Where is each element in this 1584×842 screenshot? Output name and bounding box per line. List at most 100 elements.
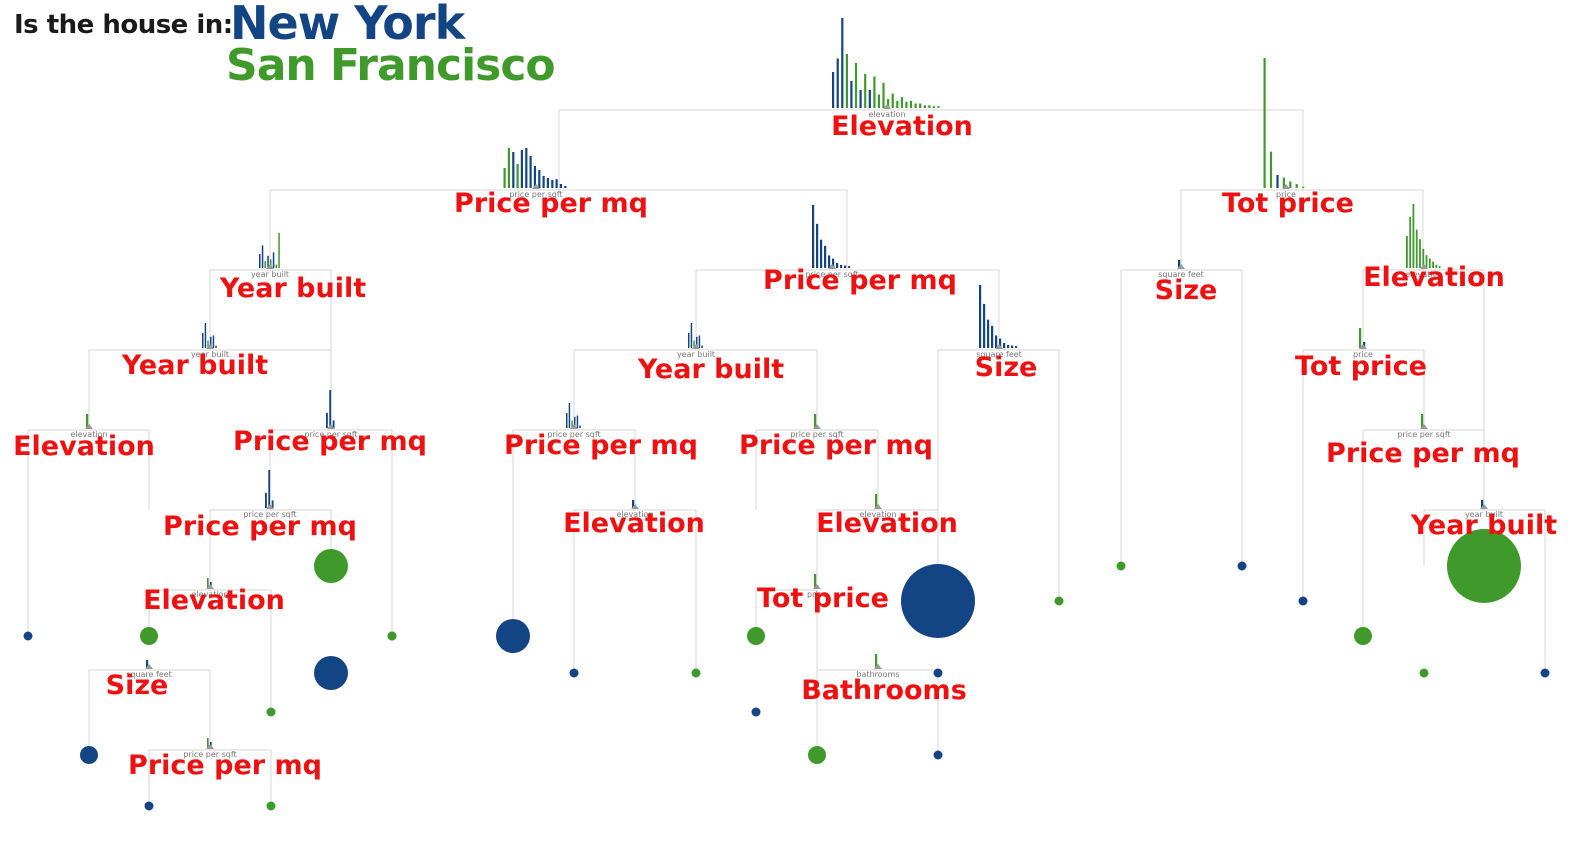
split-histogram: elevation	[616, 500, 654, 519]
histogram-bar	[1178, 260, 1181, 268]
histogram-bar	[875, 494, 878, 508]
histogram-bar	[859, 90, 862, 108]
histogram-bar	[268, 470, 271, 508]
feature-caption: price per sqft	[304, 430, 357, 439]
histogram-bar	[546, 178, 549, 188]
split-marker	[813, 424, 821, 429]
histogram-bar	[542, 176, 545, 188]
feature-caption: elevation	[616, 510, 653, 519]
leaf-new-york	[1540, 668, 1550, 678]
feature-caption: year built	[1465, 510, 1503, 519]
histogram-bar	[520, 150, 523, 188]
histogram-bar	[1302, 186, 1305, 188]
leaf-san-francisco	[387, 631, 397, 641]
histogram-bar	[576, 415, 579, 428]
histogram-bar	[1406, 236, 1408, 268]
histogram-bar	[877, 94, 880, 108]
split-marker	[883, 104, 891, 109]
leaf-new-york	[569, 668, 579, 678]
histogram-bar	[873, 76, 876, 108]
leaf-san-francisco	[1116, 561, 1126, 571]
histogram-bar	[1289, 181, 1292, 188]
histogram-bar	[529, 156, 532, 188]
histogram-bar	[828, 255, 831, 268]
histogram-bar	[991, 325, 994, 348]
leaf-new-york	[933, 750, 943, 760]
histogram-bar	[272, 252, 275, 269]
histogram-bar	[995, 335, 998, 348]
histogram-bar	[1481, 500, 1484, 508]
feature-caption: elevation	[859, 510, 896, 519]
class-label-san-francisco: San Francisco	[226, 40, 556, 91]
feature-caption: elevation	[70, 430, 107, 439]
histogram-bar	[265, 492, 267, 508]
histogram-bar	[1003, 343, 1006, 348]
histogram-bar	[564, 186, 567, 188]
histogram-bar	[900, 97, 903, 108]
histogram-bar	[538, 170, 541, 188]
histogram-bar	[1015, 346, 1018, 348]
histogram-bar	[210, 336, 212, 349]
leaf-san-francisco	[747, 627, 765, 645]
split-histogram: year built	[251, 233, 289, 279]
histogram-bar	[854, 63, 858, 108]
histogram-bar	[275, 264, 278, 268]
histogram-bar	[1276, 175, 1279, 188]
split-histogram: price per sqft	[304, 390, 358, 439]
split-label: Elevation	[13, 431, 155, 462]
split-marker	[1177, 264, 1185, 269]
histogram-bar	[207, 578, 209, 588]
split-histogram: year built	[191, 323, 229, 359]
leaf-san-francisco	[266, 801, 276, 811]
split-label: Price per mq	[454, 188, 648, 219]
split-marker	[206, 344, 214, 349]
leaf-new-york	[144, 801, 154, 811]
leaf-new-york	[901, 564, 975, 638]
feature-caption: price per sqft	[547, 430, 600, 439]
feature-caption: price per sqft	[1397, 430, 1450, 439]
histogram-bar	[1359, 328, 1362, 348]
split-histogram: price per sqft	[790, 414, 844, 439]
split-marker	[1359, 344, 1367, 349]
histogram-bar	[1428, 258, 1431, 268]
split-label: Elevation	[1363, 262, 1505, 293]
split-histogram: square feet	[1158, 260, 1204, 279]
feature-caption: price	[1353, 350, 1373, 359]
tree-leaves	[23, 529, 1550, 811]
histogram-bar	[579, 425, 581, 428]
histogram-bar	[86, 414, 89, 428]
histogram-bar	[937, 106, 940, 108]
histogram-bar	[326, 412, 328, 428]
histogram-bar	[914, 103, 917, 108]
split-label: Price per mq	[763, 265, 957, 296]
histogram-bar	[1415, 229, 1418, 268]
split-histogram: price	[1353, 328, 1373, 359]
histogram-bar	[1295, 184, 1298, 188]
histogram-bar	[688, 333, 690, 348]
histogram-bar	[923, 105, 926, 108]
histogram-bar	[868, 90, 871, 108]
histogram-bar	[559, 184, 562, 188]
histogram-bar	[1419, 239, 1421, 268]
histogram-bar	[267, 255, 269, 269]
split-label: Year built	[1410, 510, 1557, 541]
split-marker	[631, 504, 639, 509]
histogram-bar	[525, 148, 528, 188]
split-label: Tot price	[757, 583, 889, 614]
histogram-bar	[882, 82, 885, 108]
histogram-bar	[698, 335, 701, 348]
histogram-bar	[212, 335, 215, 348]
split-marker	[828, 264, 836, 269]
split-histogram: price per sqft	[547, 403, 601, 439]
histogram-bar	[215, 345, 217, 348]
split-marker	[874, 504, 882, 509]
histogram-bar	[693, 340, 695, 348]
histogram-bar	[202, 333, 204, 348]
leaf-new-york	[751, 707, 761, 717]
split-marker	[570, 424, 578, 429]
split-histogram: elevation	[191, 578, 229, 599]
leaf-san-francisco	[314, 549, 348, 583]
split-marker	[995, 344, 1003, 349]
leaf-new-york	[322, 664, 340, 682]
